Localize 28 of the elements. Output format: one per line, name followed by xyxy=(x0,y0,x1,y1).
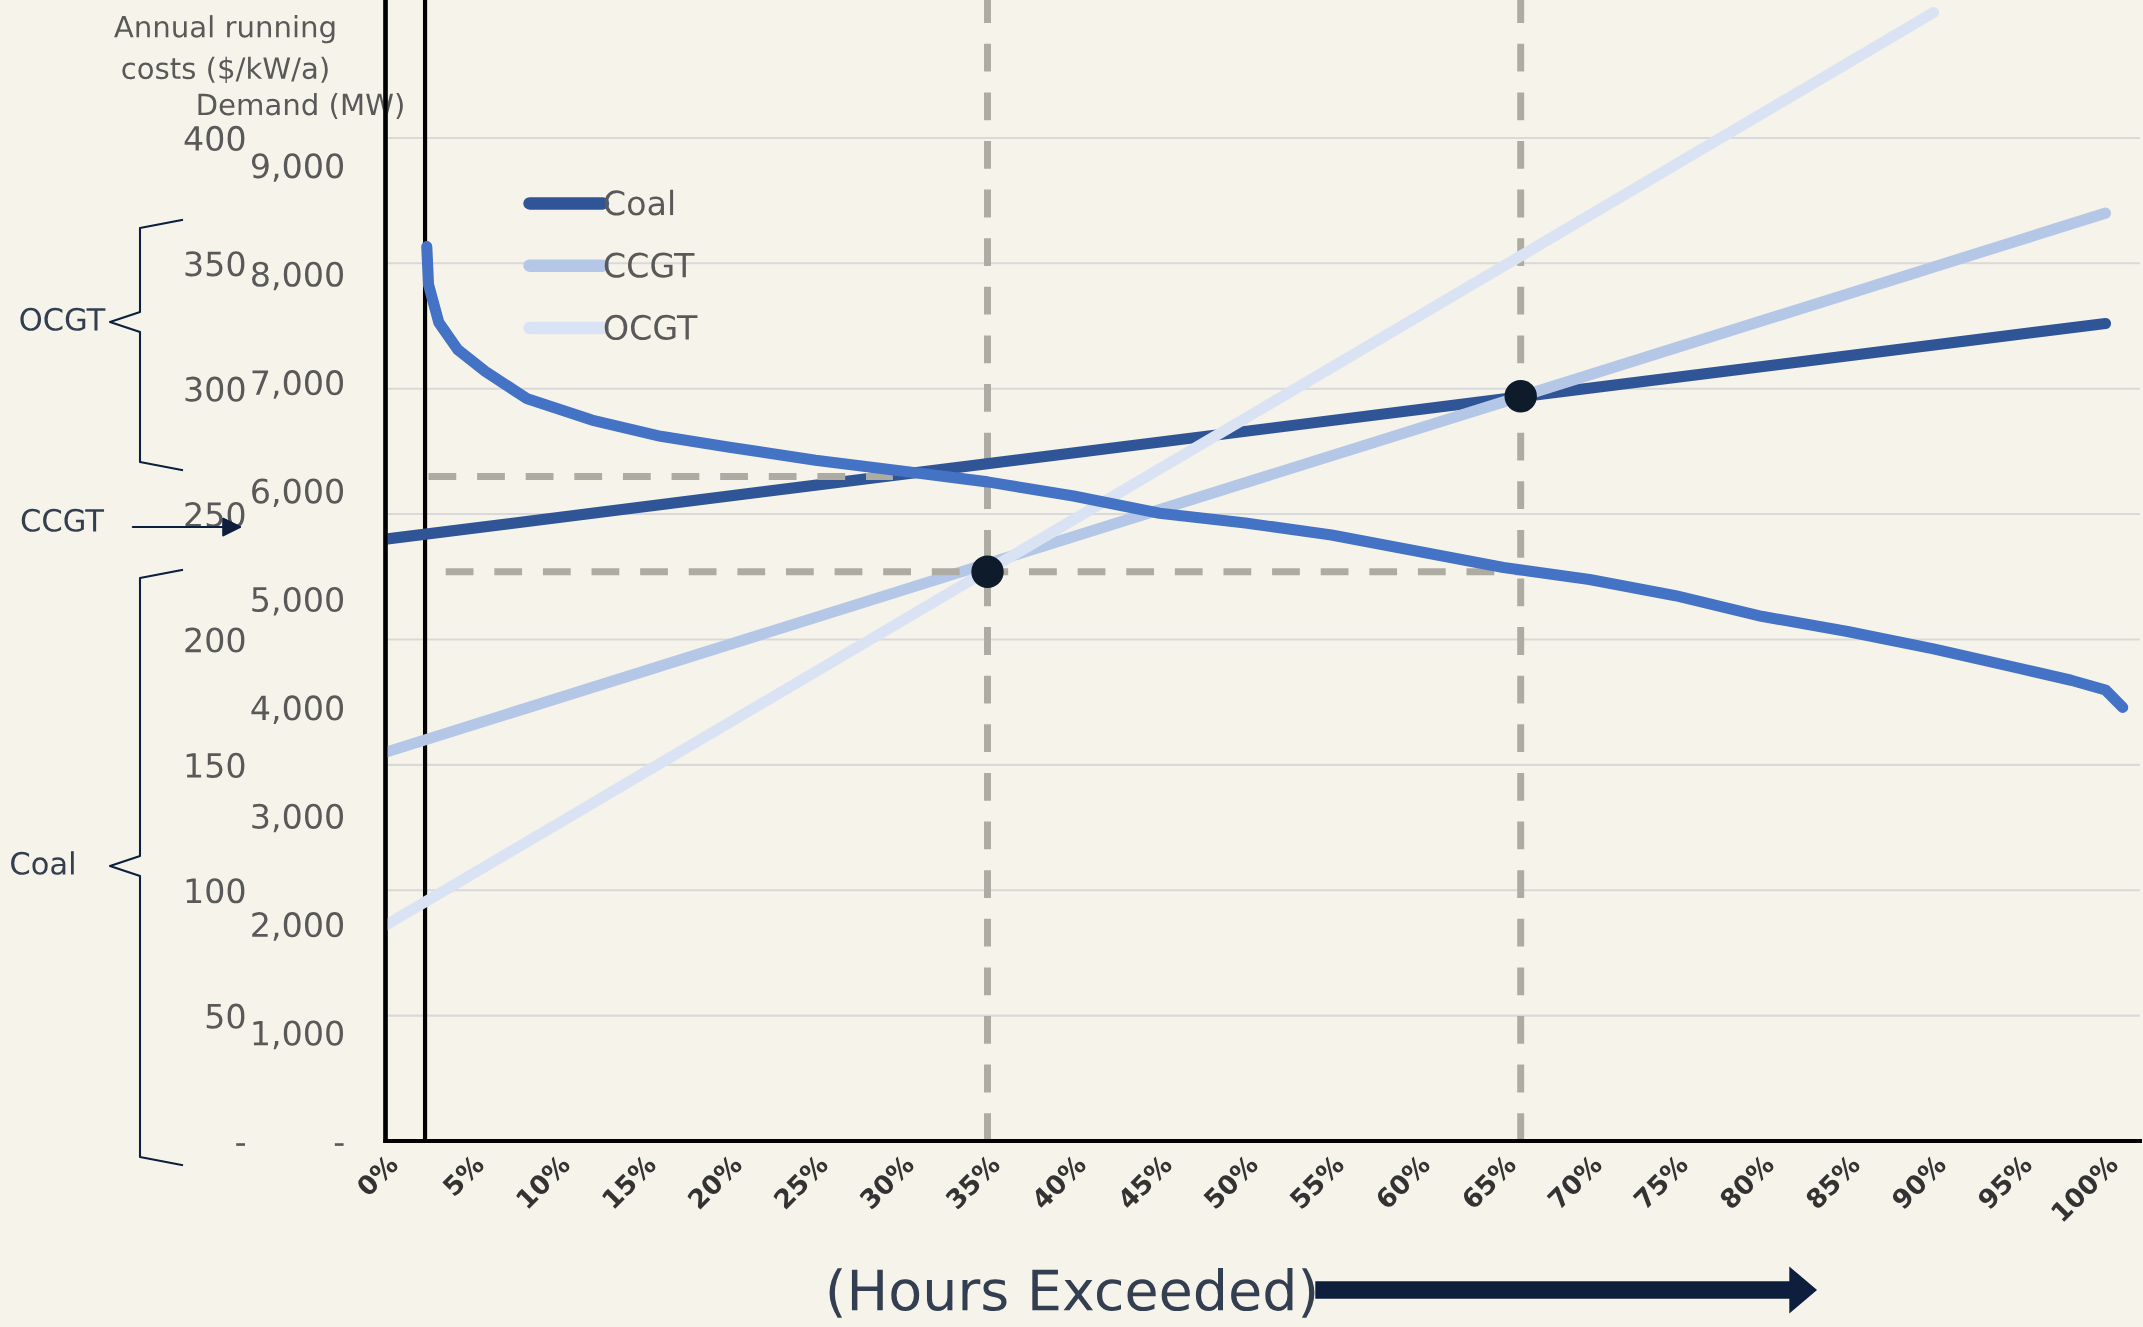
legend-label: Coal xyxy=(604,189,674,216)
x-tick-label: 0% xyxy=(355,1153,400,1198)
y2-tick-label: - xyxy=(334,1143,344,1146)
text: CCGT xyxy=(21,508,105,532)
x-axis-title: (Hours Exceeded) xyxy=(829,1268,1315,1318)
y2-tick-label: 3,000 xyxy=(252,803,344,833)
y2-tick-label: 1,000 xyxy=(253,1020,344,1050)
y-tick-label: 350 xyxy=(185,251,245,277)
y-tick-label: 100 xyxy=(186,878,245,904)
y2-tick-label: 8,000 xyxy=(252,261,344,291)
y2-tick-label: 2,000 xyxy=(252,912,344,941)
y2-tick-label: 9,000 xyxy=(251,153,344,182)
y-axis-title: Annual running costs ($/kW/a) xyxy=(114,15,335,84)
legend-label: CCGT xyxy=(604,252,695,278)
y2-tick-label: 6,000 xyxy=(252,478,344,508)
legend-label: OCGT xyxy=(604,314,698,341)
y-tick-label: 400 xyxy=(184,125,245,152)
y-tick-label: 150 xyxy=(186,752,245,778)
y2-tick-label: 4,000 xyxy=(251,695,344,724)
y2-tick-label: 5,000 xyxy=(252,586,344,616)
y2-tick-label: 7,000 xyxy=(252,370,344,399)
y-tick-label: 50 xyxy=(206,1003,245,1029)
y-tick-label: - xyxy=(236,1143,245,1146)
x-tick-label: 5% xyxy=(441,1153,486,1197)
text: OCGT xyxy=(20,307,106,331)
text: Coal xyxy=(11,851,74,875)
y-tick-label: 300 xyxy=(185,376,245,402)
y-tick-label: 200 xyxy=(185,627,245,653)
